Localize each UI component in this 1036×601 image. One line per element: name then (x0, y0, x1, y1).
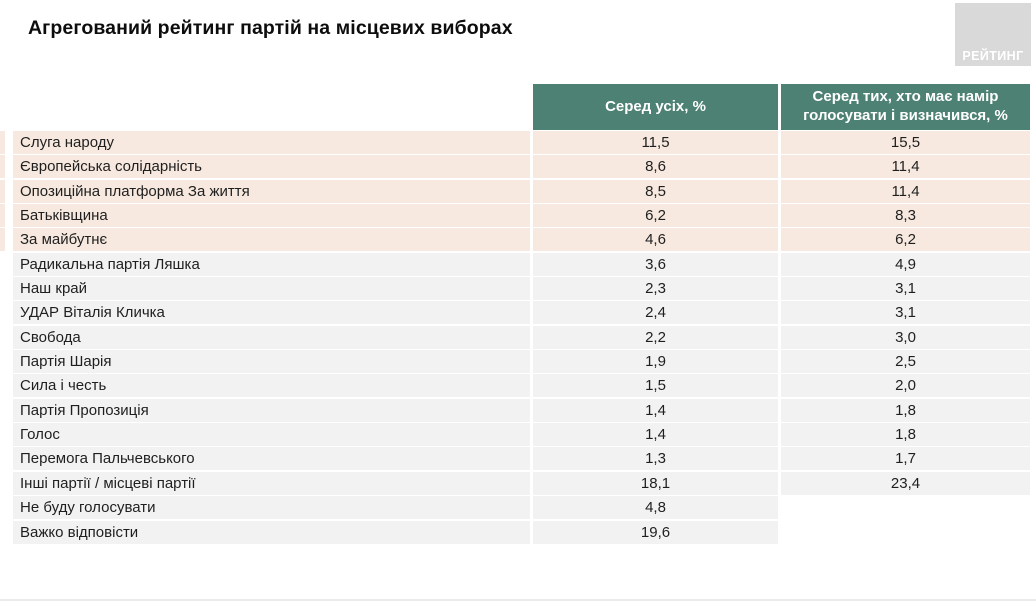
value-decided-cell: 8,3 (781, 204, 1030, 228)
value-decided-cell: 2,5 (781, 350, 1030, 374)
column-gap (5, 350, 13, 373)
table-row: Голос 1,4 1,8 (0, 423, 1030, 447)
table-row: Слуга народу 11,5 15,5 (0, 131, 1030, 154)
value-all-cell: 2,4 (533, 301, 778, 325)
value-all-cell: 8,6 (533, 155, 778, 179)
column-gap (5, 277, 13, 300)
party-name-cell: Перемога Пальчевського (13, 447, 530, 471)
party-name-cell: Важко відповісти (13, 520, 530, 544)
column-gap (5, 423, 13, 446)
column-gap (5, 180, 13, 203)
table-row: Партія Пропозиція 1,4 1,8 (0, 398, 1030, 422)
party-name-cell: Європейська солідарність (13, 155, 530, 179)
party-name-cell: Не буду голосувати (13, 496, 530, 520)
table-row: Свобода 2,2 3,0 (0, 325, 1030, 349)
row-highlight-strip (0, 228, 5, 252)
party-name-cell: Сила і честь (13, 374, 530, 398)
page-title: Агрегований рейтинг партій на місцевих в… (28, 17, 513, 39)
rating-logo-label: РЕЙТИНГ (962, 49, 1024, 63)
value-all-cell: 1,4 (533, 398, 778, 422)
value-all-cell: 2,3 (533, 277, 778, 301)
column-gap (5, 204, 13, 227)
column-gap (5, 155, 13, 178)
party-name-cell: Партія Шарія (13, 350, 530, 374)
value-decided-cell: 3,0 (781, 325, 1030, 349)
party-name-cell: Партія Пропозиція (13, 398, 530, 422)
table-row: Опозиційна платформа За життя 8,5 11,4 (0, 179, 1030, 203)
value-decided-cell: 6,2 (781, 228, 1030, 252)
value-all-cell: 4,6 (533, 228, 778, 252)
table-row: Наш край 2,3 3,1 (0, 277, 1030, 301)
table-row: Важко відповісти 19,6 (0, 520, 1030, 544)
party-name-cell: Свобода (13, 325, 530, 349)
party-name-cell: Радикальна партія Ляшка (13, 252, 530, 276)
value-all-cell: 8,5 (533, 179, 778, 203)
value-decided-cell: 1,7 (781, 447, 1030, 471)
column-gap (5, 301, 13, 324)
table-row: Радикальна партія Ляшка 3,6 4,9 (0, 252, 1030, 276)
row-highlight-strip (0, 204, 5, 228)
party-name-cell: За майбутнє (13, 228, 530, 252)
value-decided-cell: 15,5 (781, 131, 1030, 154)
row-highlight-strip (0, 179, 5, 203)
column-gap (5, 228, 13, 251)
value-decided-cell: 23,4 (781, 471, 1030, 495)
value-all-cell: 4,8 (533, 496, 778, 520)
table-row: Сила і честь 1,5 2,0 (0, 374, 1030, 398)
bottom-divider (0, 599, 1036, 601)
value-all-cell: 1,5 (533, 374, 778, 398)
table-row: Інші партії / місцеві партії 18,1 23,4 (0, 471, 1030, 495)
value-decided-cell (781, 496, 1030, 519)
value-decided-cell: 11,4 (781, 179, 1030, 203)
table-row: УДАР Віталія Кличка 2,4 3,1 (0, 301, 1030, 325)
rating-logo: РЕЙТИНГ (955, 3, 1031, 66)
party-name-cell: Слуга народу (13, 131, 530, 154)
value-decided-cell: 3,1 (781, 301, 1030, 325)
value-all-cell: 19,6 (533, 520, 778, 544)
column-header-all: Серед усіх, % (533, 84, 778, 130)
value-decided-cell: 11,4 (781, 155, 1030, 179)
column-gap (5, 496, 13, 519)
row-highlight-strip (0, 155, 5, 179)
row-highlight-strip (0, 131, 5, 154)
value-all-cell: 6,2 (533, 204, 778, 228)
column-header-decided: Серед тих, хто має намір голосувати і ви… (781, 84, 1030, 130)
table-row: Батьківщина 6,2 8,3 (0, 204, 1030, 228)
value-all-cell: 1,4 (533, 423, 778, 447)
column-gap (5, 472, 13, 495)
value-decided-cell: 3,1 (781, 277, 1030, 301)
party-name-cell: Опозиційна платформа За життя (13, 179, 530, 203)
value-decided-cell: 1,8 (781, 423, 1030, 447)
party-name-cell: Інші партії / місцеві партії (13, 471, 530, 495)
value-decided-cell: 1,8 (781, 398, 1030, 422)
table-row: Перемога Пальчевського 1,3 1,7 (0, 447, 1030, 471)
column-gap (5, 521, 13, 544)
party-name-cell: Голос (13, 423, 530, 447)
value-all-cell: 18,1 (533, 471, 778, 495)
party-name-cell: Наш край (13, 277, 530, 301)
table-row: Партія Шарія 1,9 2,5 (0, 350, 1030, 374)
column-gap (5, 374, 13, 397)
value-all-cell: 3,6 (533, 252, 778, 276)
value-all-cell: 11,5 (533, 131, 778, 154)
column-gap (5, 253, 13, 276)
party-name-cell: Батьківщина (13, 204, 530, 228)
value-decided-cell: 2,0 (781, 374, 1030, 398)
table-row: За майбутнє 4,6 6,2 (0, 228, 1030, 252)
value-decided-cell (781, 521, 1030, 544)
column-gap (5, 399, 13, 422)
table-row: Європейська солідарність 8,6 11,4 (0, 155, 1030, 179)
party-name-cell: УДАР Віталія Кличка (13, 301, 530, 325)
table-row: Не буду голосувати 4,8 (0, 496, 1030, 520)
value-decided-cell: 4,9 (781, 252, 1030, 276)
value-all-cell: 1,9 (533, 350, 778, 374)
value-all-cell: 2,2 (533, 325, 778, 349)
column-gap (5, 326, 13, 349)
value-all-cell: 1,3 (533, 447, 778, 471)
column-gap (5, 447, 13, 470)
table-body: Слуга народу 11,5 15,5 Європейська солід… (0, 131, 1030, 545)
column-gap (5, 131, 13, 154)
